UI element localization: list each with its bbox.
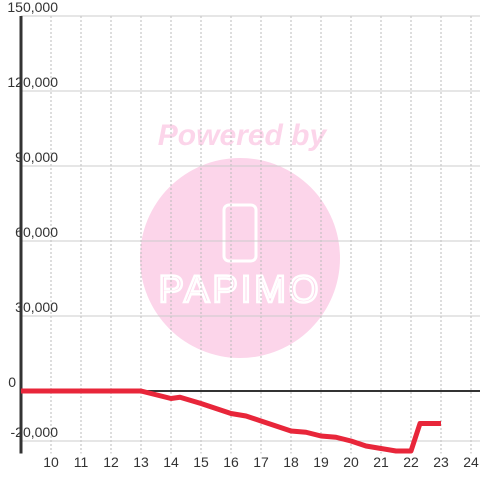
- x-tick-label: 15: [193, 454, 209, 470]
- x-tick-label: 10: [43, 454, 59, 470]
- x-tick-label: 22: [403, 454, 419, 470]
- y-tick-label: 0: [8, 374, 16, 390]
- watermark-text: Powered by: [158, 119, 328, 152]
- x-tick-label: 24: [463, 454, 479, 470]
- x-tick-label: 17: [253, 454, 269, 470]
- x-tick-label: 16: [223, 454, 239, 470]
- y-tick-label: -20,000: [11, 424, 59, 440]
- x-tick-label: 21: [373, 454, 389, 470]
- y-tick-label: 60,000: [15, 224, 58, 240]
- y-tick-label: 150,000: [7, 0, 58, 15]
- x-tick-label: 23: [433, 454, 449, 470]
- y-tick-label: 120,000: [7, 74, 58, 90]
- x-tick-label: 20: [343, 454, 359, 470]
- data-line: [21, 388, 441, 454]
- watermark-brand: PAPIMO: [159, 269, 322, 311]
- watermark-phone: [222, 203, 258, 263]
- x-tick-label: 18: [283, 454, 299, 470]
- x-tick-label: 19: [313, 454, 329, 470]
- x-tick-label: 13: [133, 454, 149, 470]
- y-tick-label: 90,000: [15, 149, 58, 165]
- watermark-circle: [140, 158, 340, 358]
- x-tick-label: 11: [74, 454, 89, 470]
- x-tick-label: 14: [163, 454, 179, 470]
- x-tick-label: 12: [103, 454, 119, 470]
- y-tick-label: 30,000: [15, 299, 58, 315]
